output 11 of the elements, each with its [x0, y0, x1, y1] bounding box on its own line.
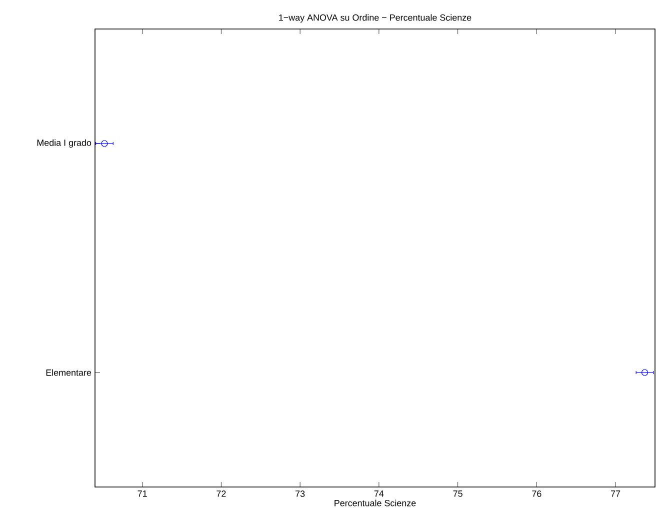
- y-tick-label: Media I grado: [37, 139, 92, 148]
- x-tick-label: 76: [532, 490, 542, 497]
- x-tick-label: 72: [216, 490, 226, 497]
- x-axis-title: Percentuale Scienze: [334, 500, 416, 506]
- x-tick-label: 71: [138, 490, 147, 497]
- y-tick-label: Elementare: [46, 369, 92, 376]
- x-tick-label: 74: [374, 490, 384, 497]
- x-tick-label: 73: [296, 490, 305, 497]
- chart-title: 1−way ANOVA su Ordine − Percentuale Scienze: [279, 14, 472, 22]
- x-tick-label: 77: [611, 490, 620, 497]
- x-tick-label: 75: [453, 490, 462, 497]
